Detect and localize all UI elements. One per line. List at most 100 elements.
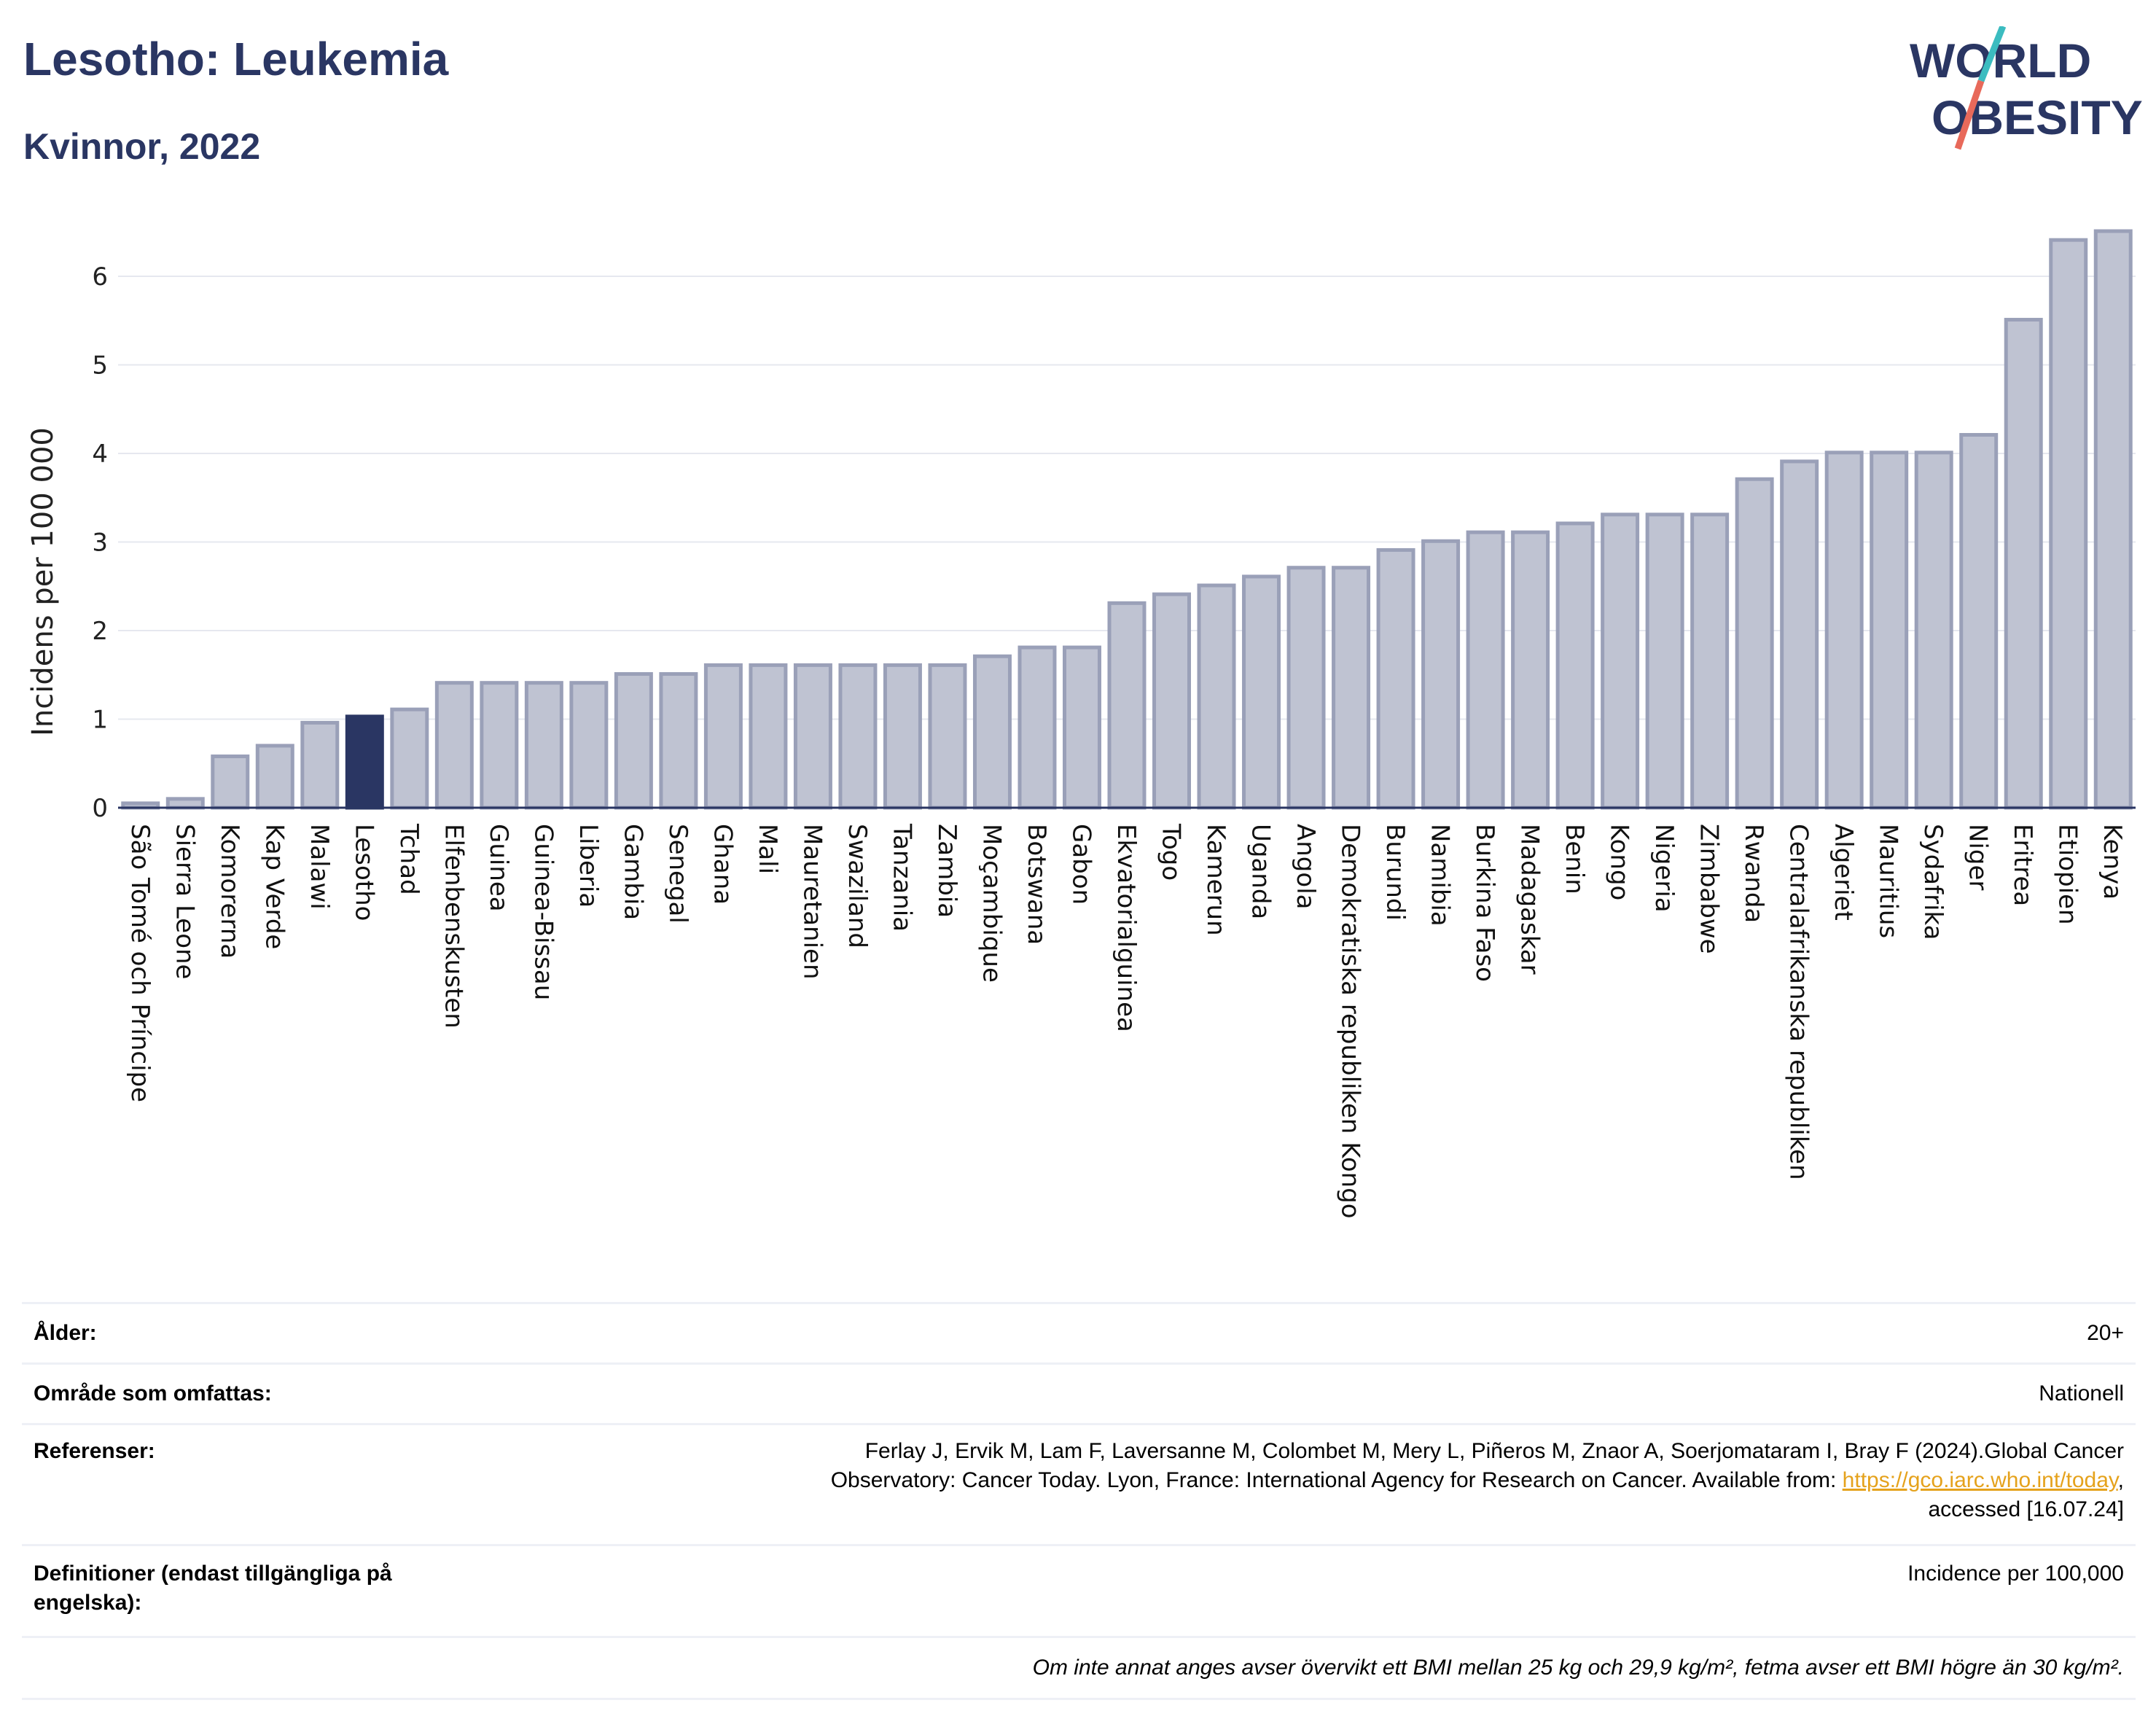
bar-uganda — [1242, 574, 1281, 810]
bar-burundi — [1376, 547, 1415, 810]
y-tick-label: 5 — [92, 351, 108, 381]
x-tick-label: Namibia — [1426, 824, 1455, 927]
y-tick-label: 3 — [92, 529, 108, 558]
area-value: Nationell — [2039, 1381, 2124, 1405]
x-tick-label: Niger — [1964, 824, 1993, 890]
bar-benin — [1555, 521, 1595, 810]
bar-kap-verde — [255, 744, 294, 810]
x-tick-label: Malawi — [305, 824, 334, 910]
x-tick-label: Mali — [753, 824, 782, 874]
bar-kenya — [2093, 229, 2133, 810]
bar-elfenbenskusten — [434, 681, 474, 810]
x-tick-label: Lesotho — [349, 824, 378, 921]
bar-namibia — [1421, 539, 1461, 810]
meta-row-age: Ålder: 20+ — [22, 1302, 2136, 1362]
x-tick-label: Moçambique — [977, 824, 1006, 983]
bar-komorerna — [211, 755, 250, 810]
x-tick-label: Etiopien — [2053, 824, 2082, 925]
bar-mauritius — [1870, 451, 1909, 810]
meta-row-area: Område som omfattas: Nationell — [22, 1362, 2136, 1423]
references-link[interactable]: https://gco.iarc.who.int/today — [1842, 1468, 2118, 1492]
bar-ghana — [703, 663, 743, 810]
x-tick-label: Gabon — [1066, 824, 1095, 905]
bar-tchad — [390, 707, 429, 810]
meta-row-definitions: Definitioner (endast tillgängliga på eng… — [22, 1544, 2136, 1636]
bar-niger — [1959, 432, 1999, 810]
x-tick-label: Komorerna — [215, 824, 244, 959]
bar-guinea-bissau — [524, 681, 563, 810]
definitions-value: Incidence per 100,000 — [1907, 1562, 2124, 1586]
page-subtitle: Kvinnor, 2022 — [23, 126, 261, 167]
bar-nigeria — [1645, 512, 1684, 810]
y-axis-label: Incidens per 100 000 — [26, 427, 60, 736]
x-tick-label: Zimbabwe — [1695, 824, 1724, 954]
x-tick-label: Swaziland — [843, 824, 872, 948]
bar-chart: 0 1 2 3 4 5 6 São Tomé och Príncipe Sierra Leone… — [26, 229, 2136, 1219]
bar-liberia — [569, 681, 609, 810]
x-tick-label: Madagaskar — [1515, 824, 1544, 975]
bar-zimbabwe — [1690, 512, 1730, 810]
x-tick-label: Burkina Faso — [1470, 824, 1499, 982]
age-value: 20+ — [2087, 1321, 2124, 1345]
y-tick-label: 2 — [92, 617, 108, 646]
x-tick-label: São Tomé och Príncipe — [125, 824, 155, 1102]
meta-row-footnote: Om inte annat anges avser övervikt ett B… — [22, 1636, 2136, 1700]
bar-demokratiska-republiken-kongo — [1332, 566, 1371, 810]
x-tick-label: Kap Verde — [259, 824, 289, 949]
x-tick-label: Liberia — [574, 824, 603, 908]
bar-sydafrika — [1914, 451, 1953, 810]
y-tick-label: 1 — [92, 706, 108, 735]
x-tick-label: Senegal — [663, 824, 692, 924]
metadata-table: Ålder: 20+ Område som omfattas: Nationel… — [22, 1302, 2136, 1700]
x-tick-label: Benin — [1560, 824, 1589, 894]
bar-mo-ambique — [972, 654, 1012, 810]
bar-eritrea — [2004, 318, 2043, 810]
x-tick-label: Tchad — [394, 823, 423, 895]
bar-kongo — [1601, 512, 1640, 810]
x-tick-label: Mauritius — [1874, 824, 1903, 938]
x-tick-label: Uganda — [1246, 824, 1276, 919]
x-tick-label: Angola — [1291, 824, 1320, 909]
page-title: Lesotho: Leukemia — [23, 33, 449, 85]
x-tick-label: Rwanda — [1739, 824, 1768, 923]
bar-botswana — [1018, 645, 1057, 810]
x-tick-label: Centralafrikanska republiken — [1784, 824, 1813, 1180]
world-obesity-logo: WORLD OBESITY — [1910, 26, 2143, 150]
x-tick-label: Guinea-Bissau — [528, 824, 558, 1000]
bar-madagaskar — [1511, 530, 1550, 810]
references-line2-end: , — [2117, 1468, 2124, 1492]
logo-line1: WORLD — [1910, 34, 2091, 87]
x-tick-label: Gambia — [618, 824, 647, 920]
bar-togo — [1152, 592, 1192, 810]
bar-mauretanien — [793, 663, 832, 810]
references-value: Ferlay J, Ervik M, Lam F, Laversanne M, … — [831, 1437, 2136, 1544]
y-tick-label: 0 — [92, 794, 108, 823]
x-tick-label: Guinea — [484, 824, 513, 912]
bar-tanzania — [883, 663, 922, 810]
x-tick-label: Ghana — [708, 824, 737, 905]
references-line2: Observatory: Cancer Today. Lyon, France:… — [830, 1468, 1843, 1492]
x-tick-label: Sierra Leone — [170, 824, 199, 979]
bar-gambia — [614, 672, 653, 810]
bar-ekvatorialguinea — [1107, 601, 1147, 810]
x-tick-label: Ekvatorialguinea — [1112, 824, 1141, 1032]
bar-algeriet — [1824, 451, 1864, 810]
age-label: Ålder: — [34, 1321, 97, 1345]
bar-swaziland — [838, 663, 878, 810]
bar-centralafrikanska-republiken — [1780, 459, 1819, 810]
x-tick-label: Nigeria — [1649, 824, 1679, 913]
x-tick-label: Elfenbenskusten — [439, 824, 468, 1029]
x-tick-label: Kongo — [1605, 824, 1634, 900]
bar-senegal — [659, 672, 698, 810]
bar-lesotho — [345, 714, 384, 810]
x-tick-label: Kenya — [2098, 824, 2127, 900]
references-line3: accessed [16.07.24] — [1928, 1497, 2124, 1521]
x-tick-label: Algeriet — [1829, 824, 1858, 921]
bar-guinea — [480, 681, 519, 810]
footnote: Om inte annat anges avser övervikt ett B… — [1032, 1656, 2124, 1680]
x-tick-label: Kamerun — [1201, 824, 1230, 936]
bar-etiopien — [2049, 238, 2088, 810]
bars — [121, 229, 2133, 810]
bar-rwanda — [1735, 477, 1774, 810]
meta-row-references: Referenser: Ferlay J, Ervik M, Lam F, La… — [22, 1423, 2136, 1544]
